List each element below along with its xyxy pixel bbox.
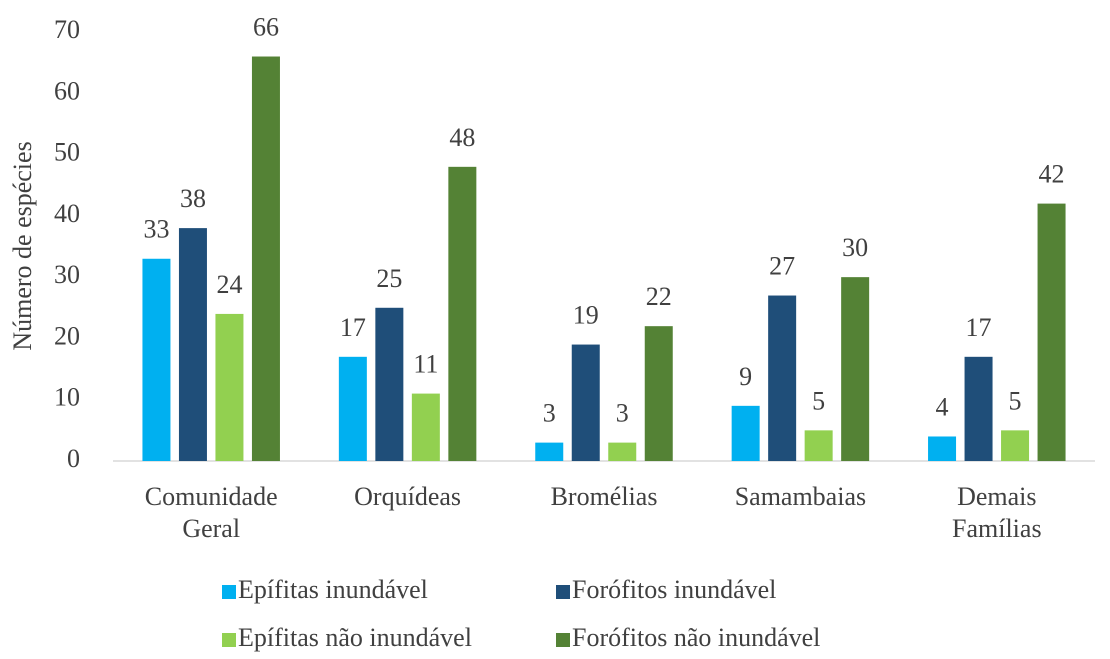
y-tick-label: 50 xyxy=(54,138,80,167)
x-tick-label: Comunidade Geral xyxy=(145,482,278,543)
legend-swatch xyxy=(222,585,236,599)
x-tick-label: Orquídeas xyxy=(354,482,461,511)
data-label: 48 xyxy=(449,123,475,152)
bar xyxy=(411,393,440,461)
data-label: 25 xyxy=(376,264,402,293)
data-label: 5 xyxy=(812,386,825,415)
x-tick-label: Bromélias xyxy=(551,482,658,511)
bar xyxy=(142,258,171,461)
bar xyxy=(644,326,673,461)
data-label: 33 xyxy=(143,215,169,244)
x-tick-label-text: Samambaias xyxy=(735,482,866,511)
legend-label: Forófitos não inundável xyxy=(572,623,820,652)
bar xyxy=(1001,430,1030,461)
data-label: 4 xyxy=(936,392,949,421)
legend-label: Epífitas não inundável xyxy=(238,623,472,652)
bar xyxy=(841,277,870,461)
bar xyxy=(178,228,207,461)
y-tick-label: 70 xyxy=(54,15,80,44)
x-tick-label-line: Comunidade xyxy=(145,482,278,511)
bar xyxy=(535,442,564,461)
bar xyxy=(731,405,760,461)
data-label: 3 xyxy=(543,399,556,428)
data-label: 17 xyxy=(966,313,992,342)
data-label: 17 xyxy=(340,313,366,342)
y-tick-label: 10 xyxy=(54,383,80,412)
x-tick-label-text: Orquídeas xyxy=(354,482,461,511)
data-label: 66 xyxy=(253,12,279,41)
legend-swatch xyxy=(556,633,570,647)
data-label: 19 xyxy=(573,301,599,330)
data-label: 22 xyxy=(646,282,672,311)
data-label: 5 xyxy=(1009,386,1022,415)
bar xyxy=(768,295,797,461)
bar xyxy=(448,166,477,462)
y-tick-label: 40 xyxy=(54,199,80,228)
y-tick-label: 20 xyxy=(54,321,80,350)
x-tick-label-line: Demais xyxy=(957,482,1036,511)
bar xyxy=(571,344,600,461)
legend-swatch xyxy=(556,585,570,599)
y-tick-label: 30 xyxy=(54,260,80,289)
data-label: 3 xyxy=(616,399,629,428)
y-tick-label: 60 xyxy=(54,76,80,105)
bar xyxy=(608,442,637,461)
bar xyxy=(804,430,833,461)
bar xyxy=(251,56,280,462)
data-label: 38 xyxy=(180,184,206,213)
x-tick-label-line: Geral xyxy=(182,514,240,543)
x-tick-label: Samambaias xyxy=(735,482,866,511)
data-label: 11 xyxy=(413,350,438,379)
y-axis-title: Número de espécies xyxy=(8,141,37,350)
legend-label: Forófitos inundável xyxy=(572,575,776,604)
data-label: 27 xyxy=(769,251,795,280)
bar xyxy=(1037,203,1066,461)
bar xyxy=(338,356,367,461)
legend-swatch xyxy=(222,633,236,647)
bar xyxy=(964,356,993,461)
bar xyxy=(215,313,244,461)
data-label: 9 xyxy=(739,362,752,391)
data-label: 42 xyxy=(1039,160,1065,189)
bar xyxy=(375,307,404,461)
x-tick-label-text: Bromélias xyxy=(551,482,658,511)
legend-label: Epífitas inundável xyxy=(238,575,428,604)
y-tick-label: 0 xyxy=(67,444,80,473)
x-tick-label-line: Famílias xyxy=(952,514,1042,543)
data-label: 30 xyxy=(842,233,868,262)
data-label: 24 xyxy=(216,270,242,299)
bar xyxy=(928,436,957,461)
x-tick-label: Demais Famílias xyxy=(952,482,1042,543)
